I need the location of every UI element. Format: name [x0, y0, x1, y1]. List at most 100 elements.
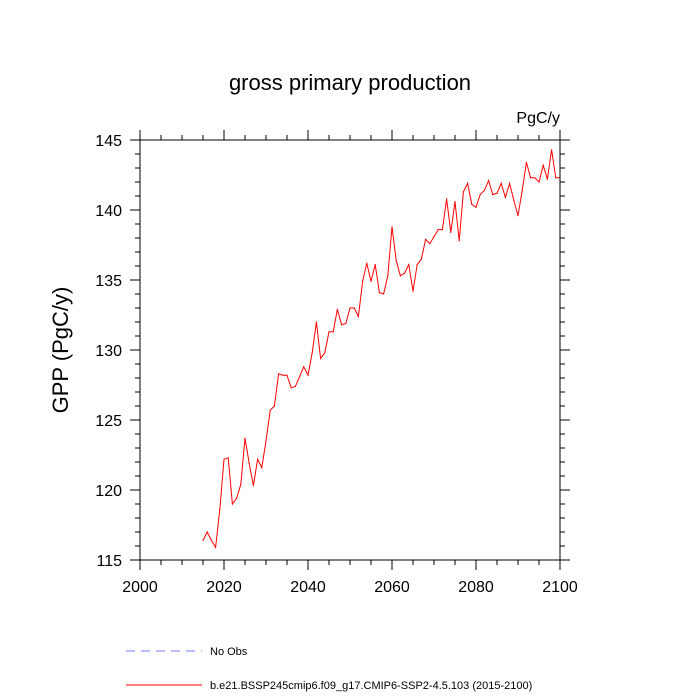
data-point — [332, 331, 334, 333]
y-tick-label: 145 — [95, 133, 122, 150]
data-point — [252, 485, 254, 487]
x-tick-label: 2080 — [458, 579, 494, 596]
y-tick-label: 140 — [95, 203, 122, 220]
x-tick-label: 2040 — [290, 579, 326, 596]
data-point — [357, 315, 359, 317]
data-point — [483, 189, 485, 191]
data-point — [353, 307, 355, 309]
data-point — [462, 191, 464, 193]
data-point — [311, 352, 313, 354]
series-group — [202, 149, 561, 549]
legend-no-obs-label: No Obs — [210, 646, 248, 658]
y-tick-label: 115 — [96, 553, 122, 570]
data-point — [391, 226, 393, 228]
data-point — [471, 203, 473, 205]
data-point — [500, 182, 502, 184]
series-line — [202, 149, 560, 549]
data-point — [236, 497, 238, 499]
y-tick-label: 120 — [95, 483, 122, 500]
data-point — [551, 149, 553, 151]
data-point — [286, 374, 288, 376]
data-point — [231, 503, 233, 505]
legend: No Obs b.e21.BSSP245cmip6.f09_g17.CMIP6-S… — [126, 646, 532, 692]
y-axis-label: GPP (PgC/y) — [48, 287, 73, 414]
data-point — [521, 189, 523, 191]
data-point — [454, 201, 456, 203]
data-point — [341, 324, 343, 326]
data-point — [504, 196, 506, 198]
data-point — [227, 457, 229, 459]
data-point — [299, 376, 301, 378]
data-point — [303, 366, 305, 368]
data-point — [362, 280, 364, 282]
data-point — [542, 164, 544, 166]
data-point — [265, 440, 267, 442]
data-point — [248, 462, 250, 464]
data-point — [345, 322, 347, 324]
data-point — [282, 374, 284, 376]
data-point — [525, 161, 528, 163]
data-point — [492, 194, 494, 196]
data-point — [555, 177, 557, 179]
data-point — [416, 264, 418, 266]
axis-tick-labels: 2000 2020 2040 2060 2080 2100 115 120 125 130 135 1… — [95, 133, 578, 596]
data-point — [307, 374, 309, 376]
data-point — [366, 262, 368, 264]
data-point — [328, 331, 330, 333]
y-tick-label: 125 — [95, 413, 122, 430]
data-point — [290, 387, 292, 389]
data-point — [488, 180, 490, 182]
plot-frame — [139, 139, 561, 561]
data-point — [219, 509, 221, 511]
data-point — [437, 229, 439, 231]
data-point — [223, 458, 225, 460]
data-point — [273, 405, 275, 407]
data-point — [517, 215, 519, 217]
data-point — [349, 307, 351, 309]
data-point — [412, 290, 414, 292]
data-point — [433, 236, 435, 238]
data-point — [370, 280, 372, 282]
data-point — [425, 238, 427, 240]
data-point — [420, 258, 422, 260]
data-point — [206, 531, 208, 533]
data-point — [509, 182, 511, 184]
data-point — [324, 352, 326, 354]
x-tick-label: 2020 — [206, 579, 242, 596]
data-point — [320, 357, 322, 359]
x-tick-label: 2060 — [374, 579, 410, 596]
data-point — [215, 546, 217, 549]
data-point — [458, 240, 460, 242]
data-point — [404, 272, 406, 274]
data-point — [475, 206, 477, 208]
data-point — [467, 182, 469, 184]
legend-model-label: b.e21.BSSP245cmip6.f09_g17.CMIP6-SSP2-4.… — [210, 680, 532, 692]
axis-ticks — [130, 130, 570, 570]
data-point — [479, 194, 481, 196]
data-point — [395, 259, 397, 261]
data-point — [336, 308, 338, 310]
data-point — [408, 264, 410, 266]
data-point — [315, 321, 317, 323]
data-point — [378, 292, 380, 294]
data-point — [429, 243, 431, 245]
data-point — [538, 181, 540, 183]
x-tick-label: 2000 — [122, 579, 158, 596]
data-point — [534, 177, 536, 179]
data-point — [240, 483, 242, 485]
data-point — [387, 275, 389, 277]
data-point — [261, 467, 263, 469]
data-point — [244, 437, 246, 439]
data-point — [441, 229, 443, 231]
data-point — [269, 409, 271, 411]
data-point — [374, 264, 376, 266]
data-point — [257, 458, 259, 460]
y-tick-label: 135 — [95, 273, 122, 290]
data-point — [210, 539, 212, 542]
chart-title: gross primary production — [229, 70, 471, 95]
data-point — [496, 192, 498, 194]
data-point — [399, 275, 401, 277]
data-point — [446, 198, 448, 200]
data-point — [530, 177, 532, 179]
